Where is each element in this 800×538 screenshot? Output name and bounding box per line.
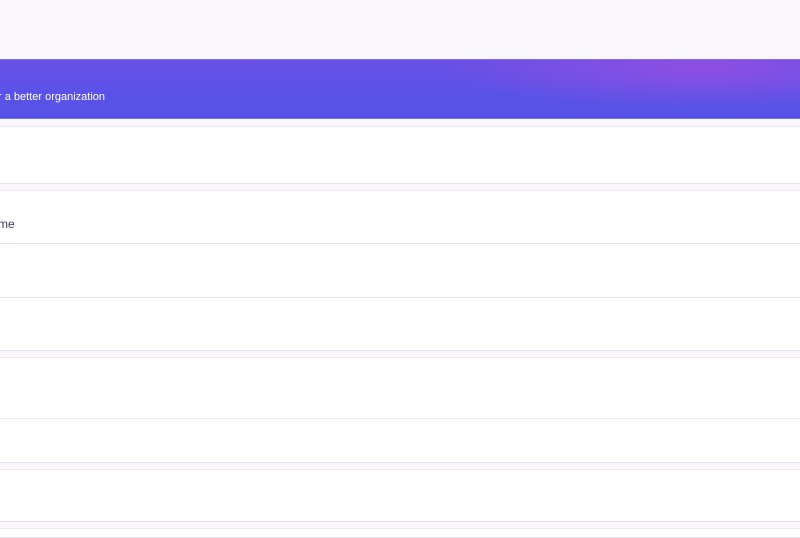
header-banner: r a better organization: [0, 59, 800, 119]
list-item[interactable]: me: [0, 191, 800, 244]
card-1: [0, 126, 800, 184]
banner-subtitle: r a better organization: [0, 91, 106, 103]
list-item[interactable]: [0, 418, 800, 463]
card-4: [0, 469, 800, 522]
card-3: [0, 357, 800, 463]
card-5: [0, 528, 800, 538]
card-2: me: [0, 190, 800, 351]
list-item[interactable]: [0, 243, 800, 297]
list-item-label: me: [0, 217, 15, 231]
list-item[interactable]: [0, 297, 800, 351]
